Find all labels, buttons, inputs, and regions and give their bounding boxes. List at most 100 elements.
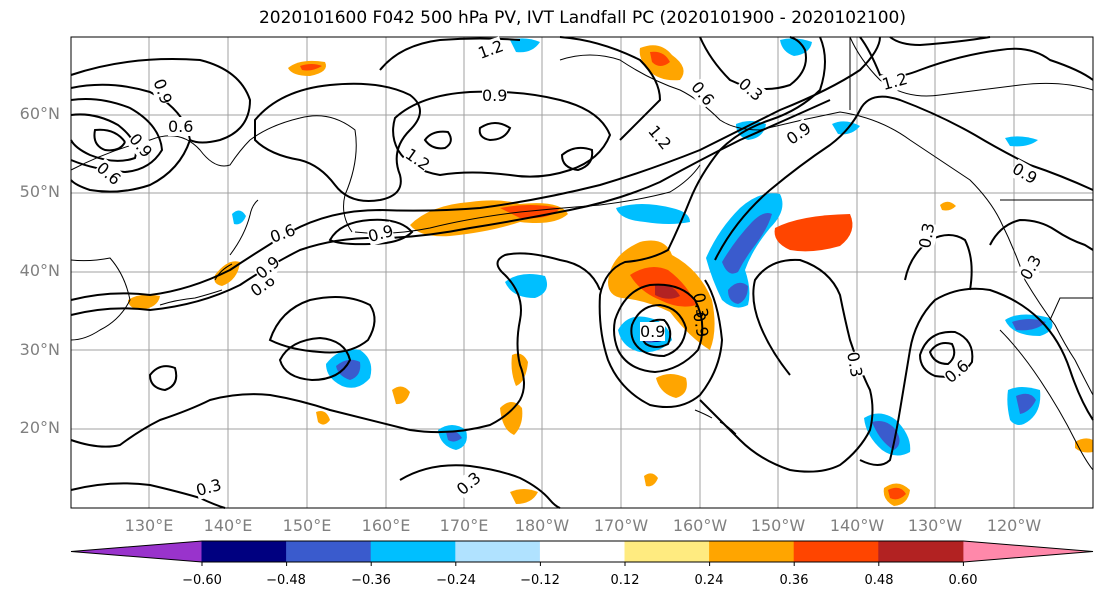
pv-contour <box>928 342 956 366</box>
pv-contour <box>70 482 226 509</box>
pv-contour <box>859 36 1094 81</box>
colorbar-extend-low <box>71 541 203 562</box>
lon-label: 170°W <box>593 516 649 535</box>
colorbar-segment <box>624 541 711 562</box>
negative-anomaly <box>446 430 462 442</box>
pv-contour <box>268 295 376 354</box>
positive-anomaly <box>888 487 906 500</box>
negative-anomaly <box>872 421 900 450</box>
lat-label: 30°N <box>19 340 60 359</box>
lat-label: 60°N <box>19 104 60 123</box>
pv-contour <box>93 128 127 152</box>
colorbar-segment <box>370 541 457 562</box>
coastline-japan <box>159 199 259 306</box>
lon-label: 140°E <box>203 516 253 535</box>
pv-contour <box>328 218 414 246</box>
positive-anomaly <box>655 284 680 299</box>
colorbar-segment <box>539 541 626 562</box>
colorbar-segment <box>455 541 541 562</box>
coastline-canada-north <box>849 36 1094 97</box>
pv-contour <box>613 283 704 374</box>
lon-label: 160°E <box>361 516 411 535</box>
lon-label: 170°E <box>439 516 489 535</box>
coastline-alaska <box>559 54 1094 396</box>
pv-contour <box>423 130 452 150</box>
coastline-mexico <box>999 329 1094 471</box>
positive-anomaly <box>316 411 330 425</box>
positive-anomaly <box>500 402 523 435</box>
negative-anomaly <box>1012 319 1046 331</box>
coastline-asia <box>70 115 357 233</box>
coastline-aleutians <box>354 164 701 234</box>
negative-anomaly <box>1005 136 1038 147</box>
positive-anomaly <box>940 201 956 211</box>
map-frame <box>70 36 1094 509</box>
colorbar-tick-label: 0.24 <box>694 573 724 588</box>
contour-label: 0.6 <box>168 117 194 136</box>
negative-anomaly <box>728 282 748 304</box>
colorbar-tick-label: −0.12 <box>520 573 560 588</box>
pv-contour <box>70 252 601 448</box>
pv-contour <box>278 336 352 382</box>
colorbar-extend-high <box>963 541 1093 562</box>
map-title: 2020101600 F042 500 hPa PV, IVT Landfall… <box>258 8 906 28</box>
pv-contour <box>148 365 178 392</box>
pv-contour <box>70 113 137 162</box>
pv-contour <box>918 330 974 378</box>
negative-anomaly <box>510 38 540 53</box>
positive-anomaly <box>128 294 160 310</box>
lon-label: 140°W <box>829 516 885 535</box>
coastlines <box>70 36 1094 471</box>
pv-contour <box>399 464 561 509</box>
lat-label: 50°N <box>19 182 60 201</box>
pv-contour <box>478 122 512 142</box>
lon-label: 160°W <box>672 516 728 535</box>
negative-anomaly <box>722 213 772 274</box>
negative-anomaly <box>505 274 548 298</box>
colorbar-segment <box>201 541 288 562</box>
negative-anomaly <box>336 359 361 380</box>
colorbar-tick-label: −0.36 <box>351 573 391 588</box>
colorbar-tick-label: −0.48 <box>266 573 306 588</box>
positive-anomaly <box>392 386 410 405</box>
colorbar-tick-label: 0.48 <box>864 573 894 588</box>
colorbar-tick-label: −0.60 <box>182 573 222 588</box>
positive-anomaly <box>510 489 538 504</box>
pv-contour <box>598 36 826 408</box>
pv-contour <box>904 234 973 291</box>
pv-contour <box>70 83 192 193</box>
lat-label: 20°N <box>19 418 60 437</box>
colorbar-tick-label: 0.12 <box>610 573 640 588</box>
pv-contour <box>630 303 688 358</box>
negative-anomaly <box>232 210 246 225</box>
positive-anomaly <box>774 214 853 252</box>
pv-contours <box>70 36 1094 509</box>
negative-anomaly <box>616 204 690 224</box>
lon-label: 120°W <box>986 516 1042 535</box>
colorbar-segment <box>878 541 964 562</box>
pv-contour <box>989 218 1094 251</box>
negative-anomaly <box>1016 393 1036 414</box>
positive-anomaly <box>656 374 687 398</box>
pv-contour <box>889 36 991 47</box>
colorbar-tick-label: 0.36 <box>779 573 809 588</box>
pv-contour <box>859 287 1094 466</box>
positive-anomaly <box>644 473 658 487</box>
colorbar-tick-label: −0.24 <box>436 573 476 588</box>
colorbar-tick-label: 0.60 <box>948 573 978 588</box>
pv-contour <box>70 58 252 144</box>
contour-label: 0.9 <box>640 322 666 341</box>
colorbar-segment <box>793 541 880 562</box>
lon-label: 180°W <box>514 516 570 535</box>
pv-contour <box>699 36 807 90</box>
pv-contour <box>254 82 421 202</box>
negative-anomaly <box>736 121 766 140</box>
positive-anomaly <box>650 51 670 66</box>
negative-anomaly <box>780 38 812 56</box>
lon-label: 130°E <box>124 516 174 535</box>
negative-anomaly <box>832 121 860 135</box>
colorbar <box>70 540 1094 566</box>
positive-anomaly <box>300 64 322 71</box>
contour-label: 0.9 <box>482 86 508 105</box>
border-canada-us <box>849 37 1093 321</box>
